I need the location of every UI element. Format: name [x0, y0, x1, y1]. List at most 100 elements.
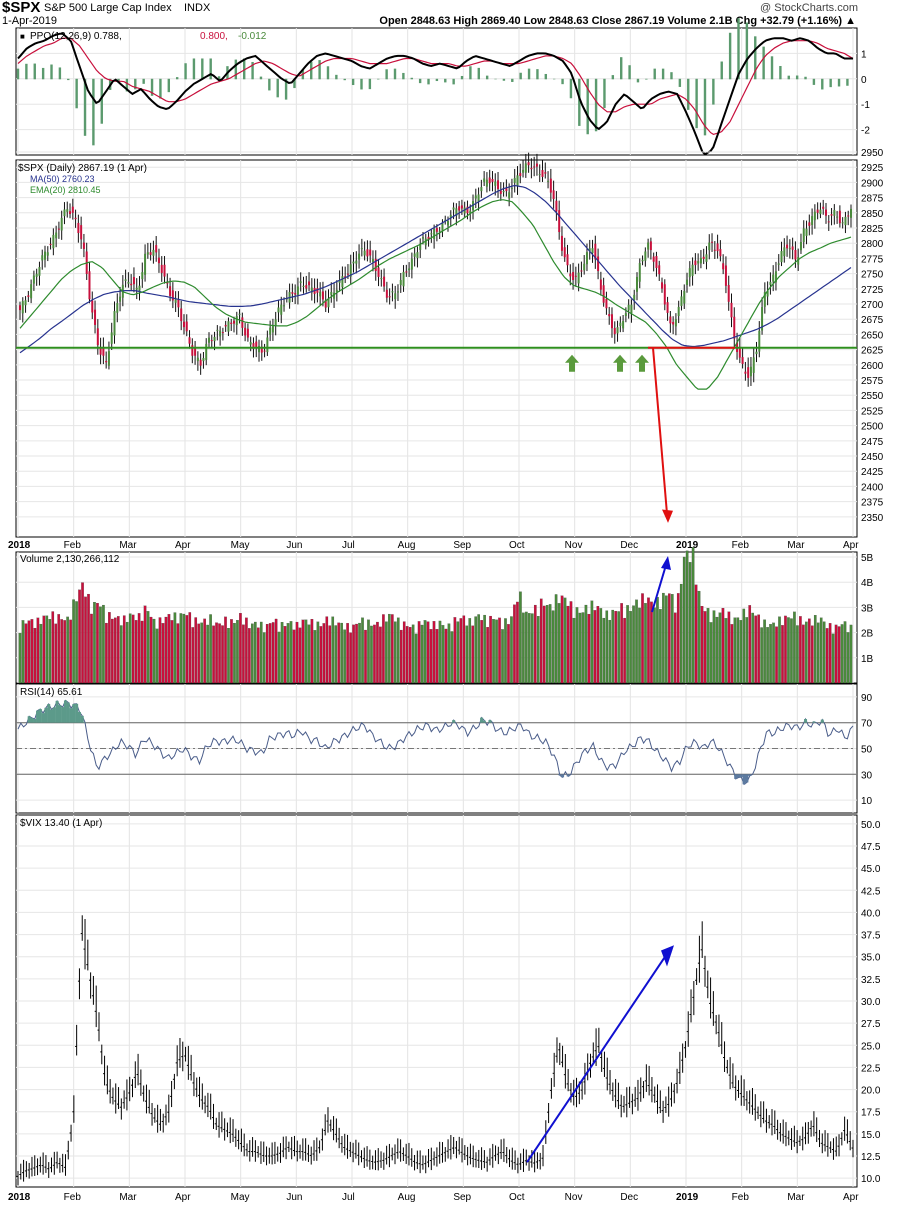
price-candle-body: [269, 327, 272, 335]
price-candle-body: [421, 237, 424, 239]
vix-month-label: Feb: [732, 1192, 750, 1203]
ppo-histogram-bar: [293, 78, 296, 89]
volume-bar: [146, 611, 150, 684]
price-tick-label: 2400: [861, 482, 884, 493]
volume-bar: [176, 623, 180, 684]
price-tick-label: 2825: [861, 224, 884, 235]
price-candle-body: [811, 216, 814, 225]
price-candle-body: [850, 208, 852, 218]
volume-bar: [191, 627, 195, 684]
volume-bar: [298, 627, 302, 684]
price-candle-body: [341, 276, 344, 288]
ppo-histogram-bar: [728, 32, 732, 80]
ppo-histogram-bar: [75, 78, 78, 109]
ppo-histogram-bar: [552, 78, 556, 80]
volume-bar: [268, 623, 272, 684]
volume-bar: [200, 622, 203, 684]
price-candle-body: [616, 327, 619, 334]
volume-legend: Volume 2,130,266,112: [20, 554, 120, 565]
volume-bar: [790, 618, 793, 684]
price-candle-body: [449, 214, 452, 219]
volume-bar: [254, 621, 257, 684]
volume-bar: [277, 631, 281, 684]
volume-bar: [343, 629, 346, 684]
price-candle-body: [794, 250, 797, 260]
price-candle-body: [508, 192, 511, 199]
ppo-histogram-bar: [393, 68, 397, 80]
price-candle-body: [747, 367, 750, 378]
volume-bar: [45, 615, 49, 684]
price-candle-body: [527, 162, 530, 166]
price-tick-label: 2350: [861, 513, 884, 524]
volume-bar: [563, 597, 567, 684]
volume-bar: [346, 623, 349, 684]
price-candle-body: [808, 222, 811, 226]
price-candle-body: [305, 285, 308, 289]
price-tick-label: 2450: [861, 452, 884, 463]
volume-bar: [295, 621, 299, 684]
volume-bar: [822, 621, 826, 684]
price-candle-body: [491, 179, 494, 182]
volume-bar: [522, 612, 525, 684]
ppo-histogram-bar: [636, 78, 640, 83]
price-month-label: Oct: [509, 540, 525, 551]
volume-bar: [459, 618, 463, 684]
price-candle-body: [130, 283, 133, 286]
price-candle-body: [569, 273, 572, 277]
volume-bar: [265, 624, 269, 684]
volume-bar: [742, 608, 746, 684]
volume-bar: [114, 617, 117, 684]
price-tick-label: 2850: [861, 209, 884, 220]
price-month-label: Nov: [565, 540, 583, 551]
volume-bar: [60, 619, 63, 684]
price-candle-body: [772, 274, 775, 282]
price-candle-body: [641, 259, 644, 262]
ppo-legend-signal: 0.800,: [200, 31, 228, 42]
price-candle-body: [69, 211, 72, 215]
volume-bar: [310, 618, 314, 684]
volume-bar: [289, 621, 293, 684]
volume-bar: [825, 628, 829, 684]
price-candle-body: [749, 366, 752, 377]
price-candle-body: [188, 337, 191, 344]
price-candle-body: [152, 249, 155, 256]
ppo-histogram-bar: [720, 61, 723, 80]
ppo-tick-label: -1: [861, 100, 870, 111]
price-candle-body: [196, 357, 199, 362]
price-candle-body: [213, 336, 216, 342]
ppo-histogram-bar: [511, 78, 514, 82]
price-candle-body: [533, 166, 536, 168]
price-candle-body: [113, 311, 116, 336]
price-candle-body: [166, 282, 169, 284]
price-candle-body: [377, 267, 380, 277]
ppo-histogram-bar: [703, 78, 707, 136]
price-candle-body: [783, 247, 786, 257]
volume-bar: [816, 622, 820, 684]
chart-credit: @ StockCharts.com: [760, 2, 858, 14]
price-candle-body: [686, 279, 689, 285]
price-tick-label: 2875: [861, 194, 884, 205]
vix-rise-arrow-head: [661, 945, 674, 967]
ppo-histogram-bar: [821, 78, 824, 90]
volume-bar: [155, 628, 159, 684]
volume-bar: [474, 616, 478, 684]
price-candle-body: [786, 244, 789, 249]
volume-bar: [36, 617, 40, 684]
price-candle-body: [610, 314, 613, 329]
volume-bar: [248, 628, 251, 684]
volume-bar: [611, 609, 615, 684]
vix-month-label: Jun: [286, 1192, 302, 1203]
ppo-histogram-bar: [762, 46, 765, 80]
volume-bar: [802, 624, 805, 684]
ppo-histogram-bar: [670, 72, 673, 80]
volume-bar: [548, 604, 552, 684]
volume-bar: [340, 622, 343, 684]
volume-bar: [30, 619, 34, 684]
price-candle-body: [227, 321, 230, 332]
price-candle-body: [674, 319, 677, 327]
volume-bar: [712, 610, 716, 684]
price-candle-body: [116, 303, 119, 313]
price-candle-body: [324, 300, 327, 308]
volume-bar: [307, 624, 311, 684]
